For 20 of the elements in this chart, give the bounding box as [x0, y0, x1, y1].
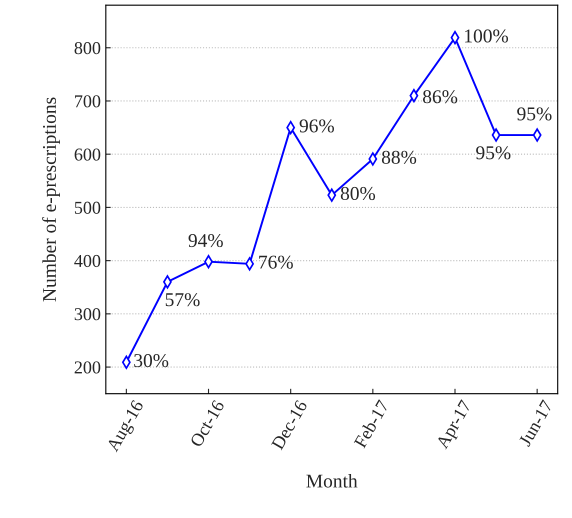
annotation: 95% [517, 107, 552, 121]
x-axis-title: Month [306, 474, 358, 488]
annotation: 96% [300, 119, 334, 133]
y-tick-label: 200 [74, 361, 100, 374]
y-tick-label: 800 [74, 42, 100, 54]
annotation: 100% [465, 29, 508, 43]
annotation: 94% [188, 234, 223, 248]
annotation: 88% [382, 150, 416, 164]
annotation: 95% [476, 146, 510, 160]
annotation: 76% [259, 256, 293, 269]
annotation: 86% [422, 90, 458, 104]
y-tick-label: 300 [74, 308, 100, 320]
annotation: 57% [166, 293, 200, 306]
annotation: 30% [134, 354, 168, 368]
y-tick-label: 400 [74, 254, 100, 268]
annotation: 80% [340, 186, 376, 200]
y-tick-label: 600 [74, 148, 100, 161]
y-tick-label: 500 [74, 202, 100, 214]
y-axis-title: Number of e-prescriptions [42, 98, 60, 302]
y-tick-label: 700 [75, 95, 100, 108]
